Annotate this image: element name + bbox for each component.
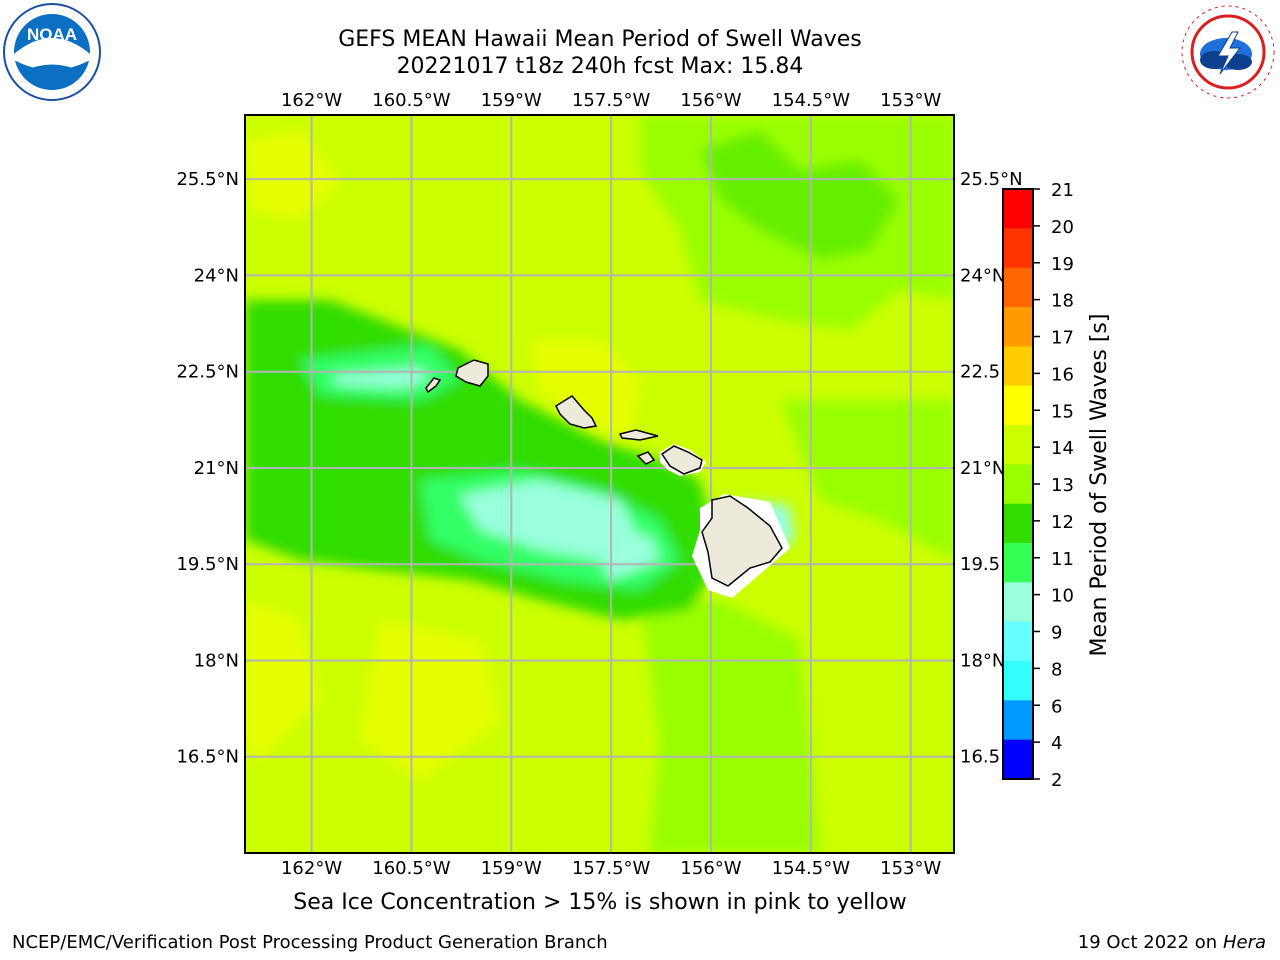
colorbar-tick-label: 12: [1051, 512, 1074, 533]
colorbar-tick-label: 17: [1051, 328, 1074, 349]
colorbar-tick-label: 21: [1051, 180, 1074, 201]
colorbar: 21 20 19 18 17 16 15 14 13 12 11 10 9 8 6 4 2: [1002, 180, 1074, 791]
producer-credit: NCEP/EMC/Verification Post Processing Pr…: [12, 932, 608, 953]
island-maui: [660, 445, 703, 475]
colorbar-tick-label: 19: [1051, 254, 1074, 275]
lon-label-top: 159°W: [481, 90, 542, 111]
colorbar-tick-label: 4: [1051, 733, 1062, 754]
colorbar-tick-label: 15: [1051, 401, 1074, 422]
lat-label-right: 18°N: [960, 650, 1005, 671]
island-molokai: [618, 429, 659, 441]
colorbar-swatch: [1003, 228, 1033, 269]
island-big-island: [701, 495, 783, 587]
latitude-labels-left: 25.5°N 24°N 22.5°N 21°N 19.5°N 18°N 16.5°N: [176, 169, 239, 768]
swell-period-field: [245, 115, 954, 853]
colorbar-swatch: [1003, 267, 1033, 308]
colorbar-label: Mean Period of Swell Waves [s]: [1087, 314, 1112, 657]
noaa-logo-icon: NOAA: [3, 3, 101, 101]
colorbar-swatch: [1003, 189, 1033, 229]
colorbar-swatch: [1003, 621, 1033, 662]
colorbar-swatch: [1003, 425, 1033, 465]
colorbar-swatch: [1003, 661, 1033, 701]
lat-label-right: 25.5°N: [960, 169, 1023, 190]
colorbar-swatch: [1003, 385, 1033, 426]
longitude-labels-bottom: 162°W 160.5°W 159°W 157.5°W 156°W 154.5°W 153°…: [281, 858, 942, 879]
run-date: 19 Oct 2022 on: [1077, 932, 1218, 953]
longitude-labels-top: 162°W 160.5°W 159°W 157.5°W 156°W 154.5°W 153°…: [281, 90, 942, 111]
lat-label-left: 19.5°N: [176, 554, 239, 575]
lat-label-right: 21°N: [960, 458, 1005, 479]
colorbar-tick-label: 8: [1051, 659, 1062, 680]
lon-label-bottom: 159°W: [481, 858, 542, 879]
island-niihau: [425, 377, 442, 394]
colorbar-tick-label: 9: [1051, 623, 1062, 644]
lon-label-top: 156°W: [680, 90, 741, 111]
island-oahu: [555, 395, 598, 429]
lat-label-left: 16.5°N: [176, 747, 239, 768]
colorbar-swatch: [1003, 582, 1033, 623]
colorbar-swatch: [1003, 700, 1033, 741]
lat-label-left: 25.5°N: [176, 169, 239, 190]
lon-label-bottom: 156°W: [680, 858, 741, 879]
lon-label-top: 157.5°W: [572, 90, 651, 111]
lon-label-top: 154.5°W: [772, 90, 851, 111]
lon-label-bottom: 154.5°W: [772, 858, 851, 879]
island-kauai: [455, 359, 489, 387]
map-frame: [244, 114, 955, 854]
colorbar-tick-label: 10: [1051, 586, 1074, 607]
colorbar-swatch: [1003, 739, 1033, 780]
colorbar-swatch: [1003, 464, 1033, 505]
colorbar-tick-label: 6: [1051, 696, 1062, 717]
hawaii-islands: [425, 359, 790, 598]
colorbar-swatch: [1003, 307, 1033, 347]
colorbar-tick-label: 13: [1051, 475, 1074, 496]
colorbar-tick-label: 20: [1051, 217, 1074, 238]
lon-label-bottom: 157.5°W: [572, 858, 651, 879]
lon-label-bottom: 162°W: [281, 858, 342, 879]
colorbar-swatch: [1003, 503, 1033, 544]
sea-ice-note: Sea Ice Concentration > 15% is shown in …: [293, 890, 907, 915]
colorbar-swatch: [1003, 346, 1033, 387]
noaa-logo-text: NOAA: [27, 25, 77, 44]
colorbar-tick-label: 18: [1051, 291, 1074, 312]
colorbar-tick-label: 14: [1051, 438, 1074, 459]
run-host: Hera: [1222, 932, 1266, 953]
map-title: GEFS MEAN Hawaii Mean Period of Swell Wa…: [338, 27, 862, 52]
nws-logo-icon: [1180, 4, 1276, 100]
lat-label-right: 24°N: [960, 265, 1005, 286]
colorbar-swatch: [1003, 543, 1033, 583]
lat-label-left: 24°N: [194, 265, 239, 286]
island-lanai: [636, 451, 656, 465]
lon-label-bottom: 160.5°W: [372, 858, 451, 879]
colorbar-tick-label: 11: [1051, 549, 1074, 570]
lat-label-left: 18°N: [194, 650, 239, 671]
lat-label-left: 22.5°N: [176, 362, 239, 383]
lat-label-left: 21°N: [194, 458, 239, 479]
lon-label-top: 153°W: [880, 90, 941, 111]
map-subtitle: 20221017 t18z 240h fcst Max: 15.84: [396, 54, 804, 79]
lon-label-top: 162°W: [281, 90, 342, 111]
colorbar-tick-label: 2: [1051, 770, 1062, 791]
map-grid: [245, 115, 954, 853]
lon-label-bottom: 153°W: [880, 858, 941, 879]
run-info: 19 Oct 2022 on Hera: [1078, 932, 1266, 953]
colorbar-tick-label: 16: [1051, 364, 1074, 385]
lon-label-top: 160.5°W: [372, 90, 451, 111]
